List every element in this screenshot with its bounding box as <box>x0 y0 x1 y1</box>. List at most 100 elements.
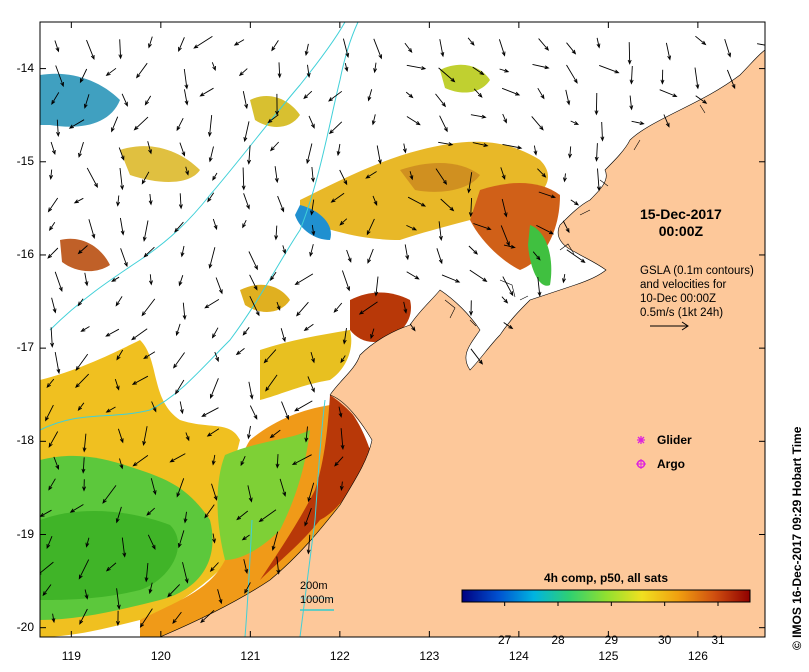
velocity-arrow <box>365 171 377 179</box>
velocity-arrow <box>131 328 148 341</box>
velocity-arrow <box>600 121 605 142</box>
velocity-arrow <box>310 351 315 364</box>
velocity-arrow <box>183 89 189 106</box>
velocity-arrow <box>441 274 461 283</box>
velocity-arrow <box>47 197 59 213</box>
velocity-arrow <box>84 589 89 600</box>
velocity-arrow <box>294 273 314 285</box>
velocity-arrow <box>627 42 632 65</box>
velocity-arrow <box>83 94 90 109</box>
velocity-arrow <box>498 39 506 57</box>
velocity-arrow <box>240 456 246 467</box>
velocity-arrow <box>373 62 378 74</box>
velocity-arrow <box>596 37 601 49</box>
velocity-arrow <box>54 40 60 53</box>
velocity-arrow <box>183 511 188 524</box>
colorbar-tick-label: 31 <box>711 633 725 647</box>
velocity-arrow <box>47 247 59 259</box>
velocity-arrow <box>249 274 258 291</box>
velocity-arrow <box>568 146 572 159</box>
velocity-arrow <box>330 192 345 203</box>
velocity-arrow <box>211 62 216 72</box>
velocity-arrow <box>241 534 250 541</box>
velocity-arrow <box>82 479 87 492</box>
velocity-arrow <box>242 327 250 336</box>
velocity-arrow <box>85 537 90 548</box>
velocity-arrow <box>334 456 344 467</box>
colorbar-tick-label: 30 <box>657 633 672 647</box>
velocity-arrow <box>340 355 346 364</box>
velocity-arrow <box>501 296 509 304</box>
velocity-arrow <box>309 244 314 258</box>
velocity-arrow <box>342 38 350 59</box>
velocity-arrow <box>501 87 521 96</box>
x-tick-label: 124 <box>508 649 529 663</box>
velocity-arrow <box>176 478 185 498</box>
velocity-arrow <box>596 168 601 192</box>
velocity-arrow <box>308 115 315 129</box>
velocity-arrow <box>55 65 64 88</box>
velocity-arrow <box>358 301 378 315</box>
velocity-arrow <box>279 478 287 497</box>
colorbar-ramp <box>461 589 751 603</box>
velocity-arrow <box>131 375 149 385</box>
velocity-arrow <box>243 121 250 143</box>
y-tick-label: -16 <box>16 246 34 261</box>
velocity-arrow <box>565 89 571 106</box>
y-tick-label: -19 <box>16 526 34 541</box>
velocity-arrow <box>532 251 541 261</box>
velocity-arrow <box>342 328 347 345</box>
velocity-arrow <box>50 327 55 348</box>
velocity-arrow <box>233 39 245 46</box>
velocity-arrow <box>757 43 765 46</box>
velocity-arrow <box>212 218 218 231</box>
velocity-arrow <box>306 534 311 555</box>
velocity-arrow <box>143 351 156 360</box>
velocity-arrow <box>148 582 153 595</box>
date-label: 15-Dec-2017 00:00Z <box>640 206 722 239</box>
gsla-note: GSLA (0.1m contours) and velocities for … <box>640 265 754 319</box>
velocity-arrow <box>438 221 443 242</box>
glider-marker-icon <box>637 436 645 444</box>
velocity-arrow <box>294 400 313 412</box>
velocity-arrow <box>208 146 214 163</box>
colorbar-title: 4h comp, p50, all sats <box>543 571 669 585</box>
velocity-arrow <box>208 247 216 269</box>
velocity-arrow <box>275 454 280 469</box>
velocity-arrow <box>177 530 185 549</box>
colorbar-tick-label: 28 <box>551 633 565 647</box>
velocity-arrow <box>502 143 523 150</box>
velocity-arrow <box>119 217 125 236</box>
velocity-scale-arrow <box>650 321 689 331</box>
velocity-arrow <box>84 272 89 287</box>
velocity-arrow <box>86 39 95 60</box>
legend-argo-label: Argo <box>657 457 685 471</box>
velocity-arrow <box>409 323 416 332</box>
velocity-arrow <box>206 428 220 437</box>
legend-glider-label: Glider <box>657 433 692 447</box>
velocity-arrow <box>409 171 414 181</box>
velocity-arrow <box>238 68 248 77</box>
velocity-arrow <box>367 248 374 264</box>
velocity-arrow <box>373 38 383 60</box>
velocity-arrow <box>328 90 343 102</box>
velocity-arrow <box>215 277 223 295</box>
velocity-arrow <box>439 115 448 133</box>
velocity-arrow <box>69 504 84 513</box>
velocity-arrow <box>503 322 514 330</box>
velocity-arrow <box>470 114 487 119</box>
velocity-arrow <box>271 40 279 52</box>
velocity-arrow <box>660 69 665 85</box>
velocity-arrow <box>68 119 85 129</box>
velocity-arrow <box>376 145 382 165</box>
velocity-arrow <box>304 507 312 527</box>
velocity-arrow <box>211 327 219 339</box>
velocity-arrow <box>310 199 315 216</box>
velocity-arrow <box>629 65 634 85</box>
bathymetry-contours <box>40 22 359 637</box>
velocity-arrow <box>212 172 218 181</box>
velocity-arrow <box>88 219 96 240</box>
velocity-arrow <box>271 531 279 552</box>
velocity-arrow <box>436 248 443 265</box>
velocity-arrow <box>144 95 152 106</box>
